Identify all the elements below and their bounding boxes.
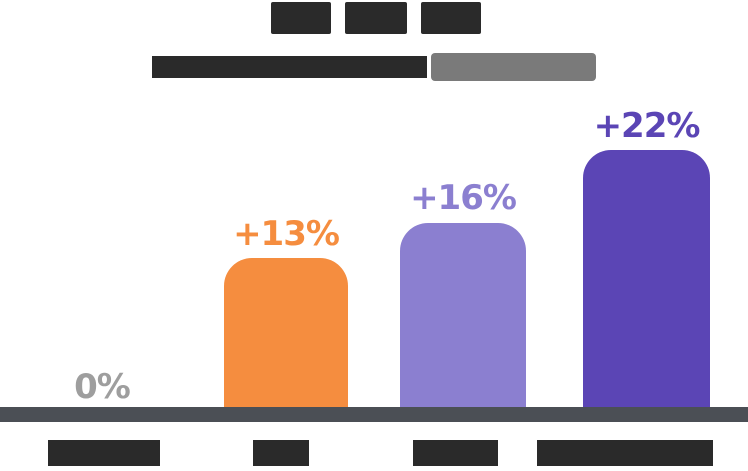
chart-subtitle: [152, 53, 596, 81]
bar-label-1: +13%: [233, 214, 340, 254]
category-label-3: [537, 440, 713, 466]
category-label-2: [413, 440, 498, 466]
chart-title: [271, 2, 481, 34]
bar-2[interactable]: [400, 223, 526, 407]
x-axis-baseline: [0, 407, 748, 422]
bar-label-3: +22%: [593, 106, 701, 146]
category-label-1: [253, 440, 309, 466]
bar-label-2: +16%: [410, 178, 517, 218]
category-label-0: [48, 440, 160, 466]
bar-1[interactable]: [224, 258, 348, 407]
bar-3[interactable]: [583, 150, 710, 407]
bar-label-0: 0%: [74, 367, 131, 407]
